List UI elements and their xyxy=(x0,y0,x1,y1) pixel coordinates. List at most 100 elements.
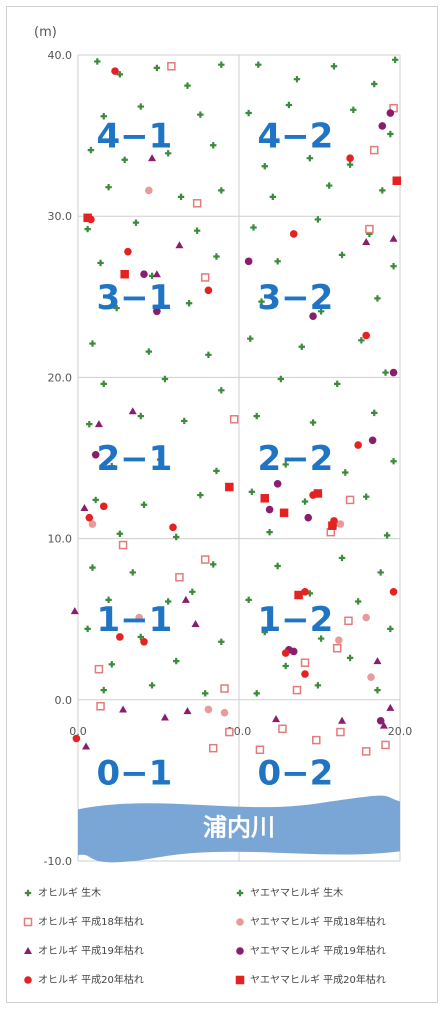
data-point-series-0 xyxy=(108,661,116,668)
data-point-series-1 xyxy=(374,686,381,694)
data-point-series-0 xyxy=(116,71,124,78)
data-point-series-0 xyxy=(197,111,204,118)
data-point-series-6 xyxy=(346,154,354,162)
data-point-series-0 xyxy=(108,462,116,470)
data-point-series-2 xyxy=(369,145,379,155)
data-point-series-1 xyxy=(371,409,378,417)
data-point-series-4 xyxy=(80,503,89,511)
data-point-series-2 xyxy=(225,727,234,737)
data-point-series-0 xyxy=(173,657,180,665)
data-point-series-2 xyxy=(94,664,104,674)
data-point-series-2 xyxy=(229,415,239,424)
data-point-series-2 xyxy=(332,643,342,653)
data-point-series-4 xyxy=(148,154,157,162)
data-point-series-0 xyxy=(121,156,128,163)
data-point-series-4 xyxy=(119,705,128,713)
data-point-series-0 xyxy=(177,193,185,201)
data-point-series-1 xyxy=(317,308,325,315)
data-point-series-5 xyxy=(386,109,395,117)
y-tick-label: 10.0 xyxy=(48,533,73,546)
data-point-series-6 xyxy=(301,670,309,678)
data-point-series-4 xyxy=(82,742,91,750)
legend-item: オヒルギ 平成18年枯れ xyxy=(22,913,144,928)
data-point-series-1 xyxy=(277,375,285,383)
data-point-series-0 xyxy=(84,225,91,233)
data-point-series-0 xyxy=(189,588,196,595)
data-point-series-5 xyxy=(378,122,387,130)
legend-marker-symbol xyxy=(24,889,32,897)
data-point-series-0 xyxy=(105,183,112,191)
data-point-series-1 xyxy=(247,335,254,342)
data-point-series-0 xyxy=(201,690,209,697)
data-point-series-6 xyxy=(389,587,398,596)
data-point-series-3 xyxy=(367,673,375,682)
data-point-series-1 xyxy=(255,61,262,68)
data-point-series-2 xyxy=(192,199,202,208)
data-point-series-6 xyxy=(72,734,81,743)
legend-marker xyxy=(236,918,244,926)
data-point-series-2 xyxy=(278,724,287,734)
data-point-series-1 xyxy=(245,109,252,117)
data-point-series-2 xyxy=(361,747,371,756)
data-point-series-0 xyxy=(218,61,225,68)
data-point-series-1 xyxy=(261,628,268,636)
data-point-series-1 xyxy=(317,635,325,642)
data-point-series-0 xyxy=(213,253,220,260)
data-point-series-5 xyxy=(309,312,317,320)
data-point-series-4 xyxy=(128,407,137,415)
data-point-series-4 xyxy=(272,715,281,723)
data-point-series-1 xyxy=(390,262,397,270)
data-point-series-0 xyxy=(87,146,95,154)
legend-marker-symbol xyxy=(24,947,32,954)
legend-marker-symbol xyxy=(236,947,244,955)
data-point-series-0 xyxy=(100,686,107,694)
data-point-series-1 xyxy=(334,380,341,388)
legend-marker xyxy=(236,947,244,955)
data-point-series-0 xyxy=(153,64,161,72)
data-point-series-0 xyxy=(218,387,225,394)
legend-marker-symbol xyxy=(236,918,244,926)
data-point-series-1 xyxy=(253,690,260,697)
data-point-series-2 xyxy=(255,745,265,755)
legend-item: オヒルギ 生木 xyxy=(22,884,101,899)
data-point-series-6 xyxy=(116,633,124,641)
data-point-series-1 xyxy=(314,216,322,223)
data-point-series-5 xyxy=(273,479,282,488)
data-point-series-0 xyxy=(197,491,204,499)
data-point-series-0 xyxy=(210,142,217,149)
data-point-series-0 xyxy=(97,259,104,267)
data-point-series-4 xyxy=(183,707,192,715)
data-point-series-1 xyxy=(253,412,260,420)
data-point-series-7 xyxy=(120,269,129,279)
data-point-series-0 xyxy=(86,420,93,428)
data-point-series-1 xyxy=(274,562,281,570)
legend-marker-symbol xyxy=(23,917,33,927)
data-point-series-0 xyxy=(193,227,201,234)
data-point-series-3 xyxy=(336,520,345,528)
data-point-series-1 xyxy=(261,163,268,170)
data-point-series-2 xyxy=(200,273,210,282)
data-point-series-0 xyxy=(213,467,220,475)
data-point-series-0 xyxy=(89,340,96,347)
data-point-series-1 xyxy=(258,298,265,305)
data-point-series-1 xyxy=(293,75,301,83)
legend-label: オヒルギ 平成20年枯れ xyxy=(38,975,144,986)
data-point-series-1 xyxy=(390,458,397,465)
data-point-series-5 xyxy=(265,505,274,514)
data-point-series-0 xyxy=(137,412,144,420)
data-point-series-0 xyxy=(164,150,172,157)
data-point-series-4 xyxy=(191,620,200,628)
data-point-series-0 xyxy=(116,530,124,537)
data-point-series-5 xyxy=(140,270,148,279)
legend-marker xyxy=(236,889,244,897)
sector-label: 4−1 xyxy=(96,117,172,157)
sector-label: 4−2 xyxy=(257,117,333,157)
data-point-series-2 xyxy=(344,616,353,626)
data-point-series-1 xyxy=(338,251,346,259)
data-point-series-6 xyxy=(124,247,132,256)
data-point-series-0 xyxy=(89,564,96,571)
data-point-series-0 xyxy=(137,103,144,110)
data-point-series-2 xyxy=(175,573,184,582)
data-point-series-1 xyxy=(342,469,349,476)
data-point-series-0 xyxy=(113,304,120,312)
